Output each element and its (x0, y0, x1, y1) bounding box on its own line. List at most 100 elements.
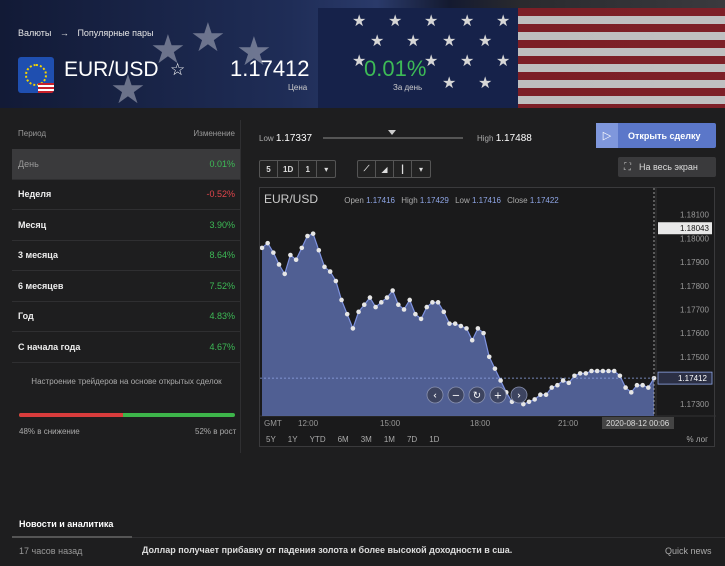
range-button[interactable]: 1D (429, 435, 440, 444)
scale-toggle[interactable]: % лог (686, 435, 708, 444)
period-row[interactable]: Неделя -0.52% (12, 180, 241, 210)
open-trade-button[interactable]: ▷ Открыть сделку (596, 123, 716, 148)
news-source: Quick news (665, 546, 712, 556)
range-button[interactable]: 7D (406, 435, 418, 444)
last-price-tag (657, 371, 713, 385)
daily-range-track (323, 137, 463, 139)
hover-price-label: 1.18043 (680, 224, 709, 233)
zoom-out-icon[interactable] (447, 386, 465, 404)
price-point (407, 297, 413, 303)
price-point (464, 326, 469, 331)
tab-news[interactable]: Новости и аналитика (19, 519, 114, 529)
price-chart[interactable]: 1.18100 1.18000 1.17900 1.17800 1.17700 1.176… (259, 187, 716, 447)
price-point (288, 252, 293, 258)
period-row[interactable]: С начала года 4.67% (12, 332, 241, 363)
chevron-down-icon[interactable]: ▾ (418, 164, 423, 174)
period-row[interactable]: 3 месяца 8.64% (12, 241, 241, 271)
price-point (260, 245, 265, 251)
period-label: 6 месяцев (18, 280, 64, 291)
interval-1d[interactable]: 1D (278, 161, 300, 177)
range-button[interactable]: 5Y (266, 435, 276, 444)
y-tick-label: 1.17300 (680, 400, 709, 409)
price-line (261, 232, 655, 405)
header-change: Изменение (193, 129, 235, 138)
price-point (498, 378, 503, 383)
star-icon: ★ (478, 33, 493, 50)
star-icon: ★ (442, 75, 457, 92)
x-tick-label: 18:00 (470, 419, 491, 428)
x-tick-label: GMT (264, 419, 282, 428)
period-label: С начала года (18, 341, 81, 352)
period-row[interactable]: Месяц 3.90% (12, 210, 241, 241)
range-button[interactable]: 1M (383, 435, 395, 444)
price-point (594, 368, 600, 374)
period-row[interactable]: 6 месяцев 7.52% (12, 271, 241, 302)
y-tick-label: 1.18000 (680, 234, 709, 243)
price-label: Цена (288, 83, 308, 92)
range-button[interactable]: YTD (309, 435, 326, 444)
favorite-star-icon[interactable]: ☆ (170, 60, 186, 79)
sentiment-caption: Настроение трейдеров на основе открытых … (31, 377, 222, 386)
news-headline[interactable]: Доллар получает прибавку от падения золо… (142, 545, 513, 555)
price-point (634, 382, 640, 388)
star-icon: ★ (352, 13, 367, 30)
price-point (339, 297, 344, 303)
period-change: 4.83% (209, 311, 235, 322)
line-chart-icon[interactable]: ⟋ (358, 161, 376, 177)
price-point (640, 382, 645, 388)
range-button[interactable]: 6M (337, 435, 349, 444)
chart-symbol[interactable]: EUR/USD (264, 192, 319, 206)
area-chart-icon[interactable]: ◢ (376, 161, 394, 177)
period-change: 3.90% (209, 219, 235, 230)
price-point (623, 385, 628, 390)
x-tick-label: 21:00 (558, 419, 579, 428)
star-icon: ★ (406, 33, 421, 50)
chevron-right-icon[interactable] (510, 386, 528, 404)
divider (12, 537, 725, 538)
price-point (583, 371, 589, 376)
price-point (538, 392, 543, 397)
period-label: Год (18, 311, 34, 322)
price-point (492, 366, 498, 371)
fullscreen-icon: ⛶ (624, 161, 631, 173)
chevron-left-icon[interactable] (426, 386, 444, 404)
price-point (430, 300, 435, 305)
star-icon: ★ (496, 53, 511, 70)
chevron-down-icon[interactable]: ▾ (324, 164, 329, 174)
range-button[interactable]: 1Y (287, 435, 298, 444)
header-period: Период (18, 129, 47, 138)
price-point (361, 302, 367, 308)
interval-5[interactable]: 5 (260, 161, 278, 177)
period-row[interactable]: Год 4.83% (12, 302, 241, 332)
period-row[interactable]: День 0.01% (12, 149, 241, 180)
fullscreen-button[interactable]: ⛶ На весь экран (618, 157, 716, 177)
reset-icon[interactable] (468, 386, 486, 404)
price-point (469, 337, 475, 343)
period-table-header: Период Изменение (12, 120, 241, 149)
eu-us-flag-icon (18, 57, 54, 93)
price-point (452, 321, 458, 326)
star-icon: ★ (370, 33, 385, 50)
price-point (521, 401, 526, 407)
breadcrumb-root[interactable]: Валюты (18, 28, 52, 38)
interval-1[interactable]: 1 (299, 161, 318, 177)
price-point (390, 288, 395, 293)
daily-low: Low 1.17337 (259, 133, 313, 144)
period-change: 7.52% (209, 280, 235, 291)
star-icon: ★ (424, 13, 439, 30)
price-point (572, 373, 577, 379)
ohlc-readout: EUR/USD Open 1.17416 High 1.17429 Low 1.… (264, 192, 559, 206)
period-label: 3 месяца (18, 250, 58, 261)
price-point (600, 368, 606, 374)
period-change-table: Период Изменение День 0.01% Неделя -0.52% Ме… (12, 120, 241, 363)
instrument-name: EUR/USD (64, 58, 159, 81)
price-point (333, 278, 339, 284)
range-button[interactable]: 3M (360, 435, 372, 444)
cursor-date-label: 2020-08-12 00:06 (606, 419, 670, 428)
period-change: -0.52% (206, 189, 235, 200)
zoom-in-icon[interactable] (489, 386, 507, 404)
daily-high: High 1.17488 (477, 133, 532, 144)
star-icon: ★ (478, 75, 493, 92)
breadcrumb-section[interactable]: Популярные пары (77, 28, 154, 38)
candlestick-icon[interactable]: ┃ (394, 161, 412, 177)
